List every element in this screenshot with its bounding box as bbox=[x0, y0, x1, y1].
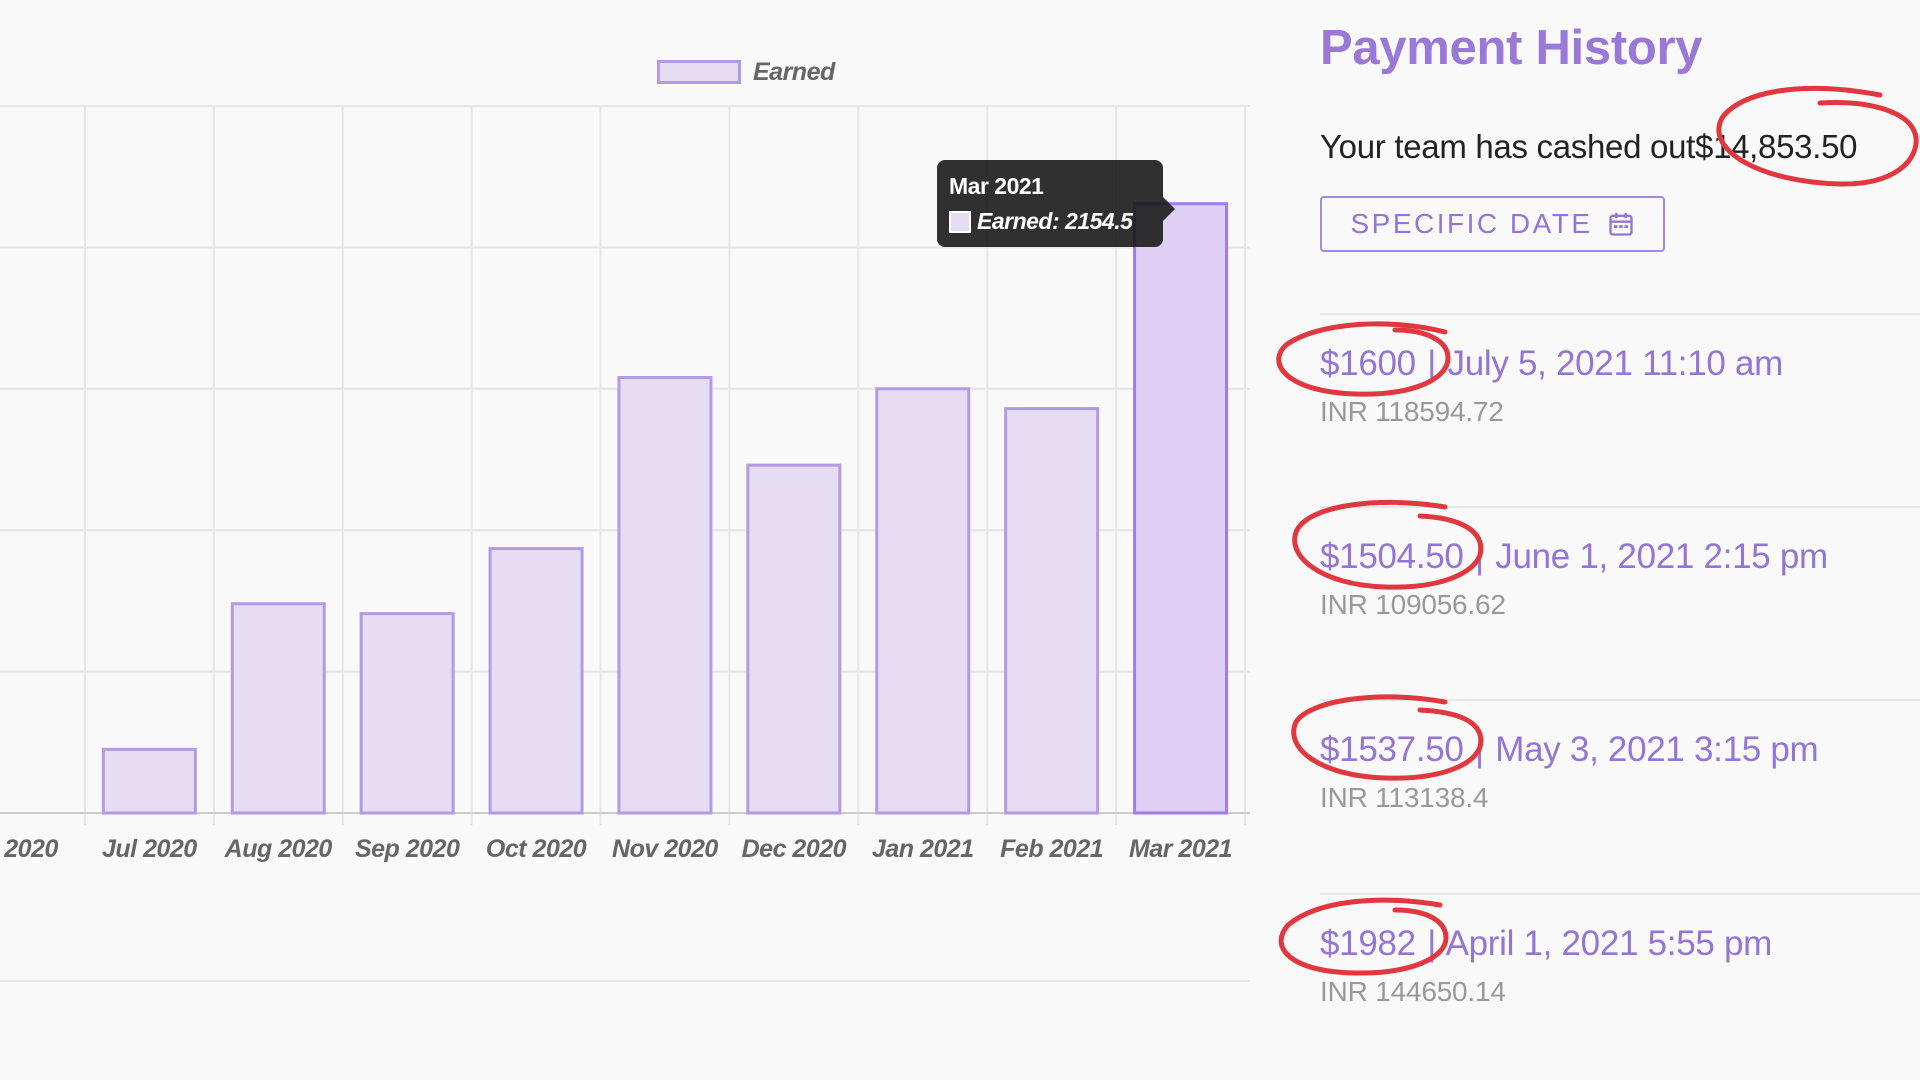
payment-datetime: June 1, 2021 2:15 pm bbox=[1495, 537, 1828, 576]
x-tick-label: Oct 2020 bbox=[486, 835, 587, 863]
payment-amount: $1537.50 bbox=[1320, 730, 1464, 769]
specific-date-button[interactable]: SPECIFIC DATE bbox=[1320, 196, 1665, 252]
payment-item-3[interactable]: $1537.50 | May 3, 2021 3:15 pm INR 11313… bbox=[1320, 730, 1920, 830]
bar-dec-2020 bbox=[746, 463, 842, 815]
legend-swatch-earned bbox=[657, 60, 741, 84]
payment-datetime: July 5, 2021 11:10 am bbox=[1447, 344, 1784, 383]
x-tick-label: Jan 2021 bbox=[872, 835, 974, 863]
cashed-out-summary: Your team has cashed out$14,853.50 bbox=[1320, 128, 1857, 166]
x-tick-label: Sep 2020 bbox=[355, 835, 460, 863]
bar-sep-2020 bbox=[359, 612, 455, 815]
divider bbox=[1320, 313, 1920, 315]
bar-mar-2021 bbox=[1133, 202, 1229, 815]
payment-item-2[interactable]: $1504.50 | June 1, 2021 2:15 pm INR 1090… bbox=[1320, 537, 1920, 637]
divider bbox=[1320, 699, 1920, 701]
chart-tooltip: Mar 2021 Earned: 2154.5 bbox=[937, 160, 1175, 247]
tooltip-swatch bbox=[949, 210, 971, 233]
legend-label-earned: Earned bbox=[753, 57, 835, 86]
payment-inr-amount: INR 109056.62 bbox=[1320, 589, 1506, 620]
x-tick-label: Nov 2020 bbox=[612, 835, 718, 863]
bar-jan-2021 bbox=[875, 387, 971, 815]
x-tick-label: Feb 2021 bbox=[1000, 835, 1103, 863]
x-tick-label: Dec 2020 bbox=[742, 835, 847, 863]
payment-separator: | bbox=[1427, 924, 1437, 963]
payment-history-panel: Payment History Your team has cashed out… bbox=[1250, 0, 1920, 1080]
bar-nov-2020 bbox=[617, 375, 713, 815]
divider bbox=[1320, 506, 1920, 508]
payment-separator: | bbox=[1427, 344, 1437, 383]
payment-separator: | bbox=[1475, 730, 1484, 769]
chart-legend[interactable]: Earned bbox=[657, 58, 835, 86]
payment-datetime: April 1, 2021 5:55 pm bbox=[1445, 924, 1773, 963]
payment-item-4[interactable]: $1982 | April 1, 2021 5:55 pm INR 144650… bbox=[1320, 924, 1920, 1024]
specific-date-label: SPECIFIC DATE bbox=[1350, 208, 1593, 239]
x-tick-label: Jul 2020 bbox=[102, 835, 197, 863]
bar-aug-2020 bbox=[230, 602, 326, 815]
earnings-bar-chart: n 2020 Jul 2020 Aug 2020 Sep 2020 Oct 2020 No… bbox=[0, 105, 1250, 982]
summary-text: Your team has cashed out bbox=[1320, 128, 1696, 165]
x-tick-label: n 2020 bbox=[0, 835, 58, 863]
divider bbox=[1320, 893, 1920, 895]
payment-inr-amount: INR 118594.72 bbox=[1320, 396, 1504, 427]
payment-datetime: May 3, 2021 3:15 pm bbox=[1495, 730, 1819, 769]
bar-oct-2020 bbox=[488, 547, 584, 815]
payment-inr-amount: INR 144650.14 bbox=[1320, 976, 1506, 1007]
x-tick-label: Aug 2020 bbox=[224, 835, 333, 863]
payment-separator: | bbox=[1475, 537, 1484, 576]
payment-amount: $1504.50 bbox=[1320, 537, 1464, 576]
payment-amount: $1600 bbox=[1320, 344, 1416, 383]
payment-inr-amount: INR 113138.4 bbox=[1320, 782, 1489, 813]
tooltip-value: Earned: 2154.5 bbox=[977, 208, 1133, 234]
bar-feb-2021 bbox=[1004, 407, 1100, 815]
tooltip-title: Mar 2021 bbox=[949, 173, 1044, 199]
bar-jul-2020 bbox=[101, 747, 197, 815]
payment-item-1[interactable]: $1600 | July 5, 2021 11:10 am INR 118594… bbox=[1320, 344, 1920, 444]
page-title: Payment History bbox=[1320, 21, 1703, 75]
payment-amount: $1982 bbox=[1320, 924, 1416, 963]
earnings-chart-panel: n 2020 Jul 2020 Aug 2020 Sep 2020 Oct 2020 No… bbox=[0, 58, 1250, 982]
x-tick-label: Mar 2021 bbox=[1129, 835, 1232, 863]
calendar-icon bbox=[1607, 210, 1635, 238]
total-cashed-out: $14,853.50 bbox=[1695, 128, 1858, 165]
